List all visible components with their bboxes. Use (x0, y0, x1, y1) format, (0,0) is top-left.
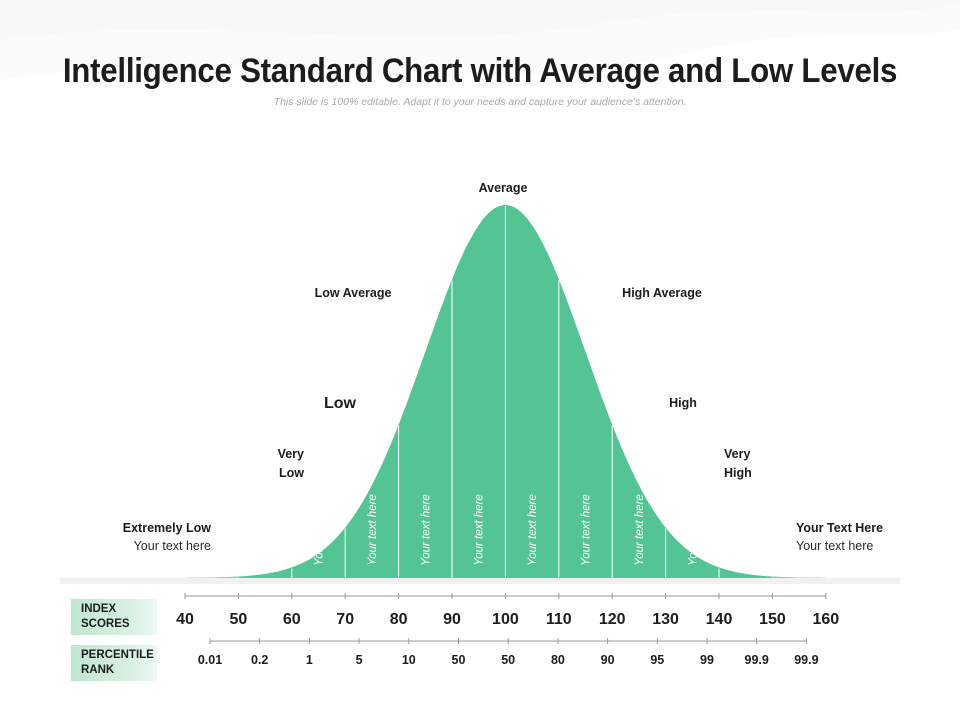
category-label-high: High (669, 396, 697, 410)
band-text-50-word-1: text (260, 551, 272, 570)
index-scores-label: INDEX SCORES (81, 603, 130, 630)
category-label-extremely-low: Extremely Low (123, 521, 212, 535)
index-tick-label-120: 120 (599, 611, 626, 628)
band-text-110-120: Your text here (581, 494, 593, 566)
index-tick-label-70: 70 (336, 611, 354, 628)
baseline-shadow (60, 578, 900, 584)
curve-tail-left (185, 576, 239, 578)
category-label-low-average: Low Average (315, 286, 392, 300)
index-tick-label-90: 90 (443, 611, 461, 628)
percentile-rank-label: PERCENTILE RANK (81, 649, 154, 676)
category-label-extremely-high: Your Text Here (796, 521, 883, 535)
band-text-60-70: Your text here (314, 494, 326, 566)
percentile-tick-label-3: 5 (356, 653, 363, 667)
percentile-tick-label-12: 99.9 (794, 653, 818, 667)
category-sublabel-extremely-low: Your text here (134, 539, 211, 553)
index-tick-label-80: 80 (390, 611, 408, 628)
band-text-80-90: Your text here (420, 494, 432, 566)
percentile-tick-label-9: 95 (650, 653, 664, 667)
index-tick-label-110: 110 (546, 611, 572, 628)
index-tick-label-160: 160 (812, 611, 839, 628)
band-text-70-80: Your text here (367, 494, 379, 566)
percentile-tick-label-4: 10 (402, 653, 416, 667)
band-text-130-140: Your text here (687, 494, 699, 566)
category-label-average: Average (479, 181, 528, 195)
percentile-tick-label-1: 0.2 (251, 653, 268, 667)
index-tick-label-130: 130 (652, 611, 679, 628)
band-text-100-110: Your text here (527, 494, 539, 566)
category-label-very-high-line-1: High (724, 466, 752, 480)
index-tick-label-100: 100 (492, 611, 519, 628)
curve-tail-right (772, 576, 826, 578)
percentile-tick-label-11: 99.9 (745, 653, 769, 667)
index-tick-label-150: 150 (759, 611, 786, 628)
page-title: Intelligence Standard Chart with Average… (62, 52, 898, 90)
band-text-140-word-1: text (741, 551, 753, 570)
percentile-tick-label-10: 99 (700, 653, 714, 667)
category-label-very-high-line-0: Very (724, 447, 750, 461)
percentile-tick-label-5: 50 (452, 653, 466, 667)
category-label-very-low-line-1: Low (279, 466, 304, 480)
band-text-50-word-0: Your (250, 548, 262, 572)
page-subtitle: This slide is 100% editable. Adapt it to… (273, 96, 687, 108)
category-label-very-low-line-0: Very (278, 447, 304, 461)
percentile-tick-label-6: 50 (501, 653, 515, 667)
percentile-tick-label-0: 0.01 (198, 653, 222, 667)
index-tick-label-50: 50 (230, 611, 248, 628)
index-scores-tag: INDEX SCORES (71, 599, 157, 635)
band-text-120-130: Your text here (634, 494, 646, 566)
index-tick-label-140: 140 (706, 611, 733, 628)
category-sublabel-extremely-high: Your text here (796, 539, 873, 553)
percentile-tick-label-7: 80 (551, 653, 565, 667)
percentile-tick-label-8: 90 (601, 653, 615, 667)
percentile-tick-label-2: 1 (306, 653, 313, 667)
index-tick-label-60: 60 (283, 611, 301, 628)
band-text-140-word-2: here (751, 550, 763, 572)
band-text-90-100: Your text here (474, 494, 486, 566)
band-text-50-word-2: here (270, 550, 282, 572)
percentile-rank-tag: PERCENTILE RANK (71, 645, 157, 681)
index-tick-label-40: 40 (176, 611, 194, 628)
band-text-140-word-0: Your (731, 548, 743, 572)
category-label-high-average: High Average (622, 286, 702, 300)
category-label-low: Low (324, 395, 357, 412)
